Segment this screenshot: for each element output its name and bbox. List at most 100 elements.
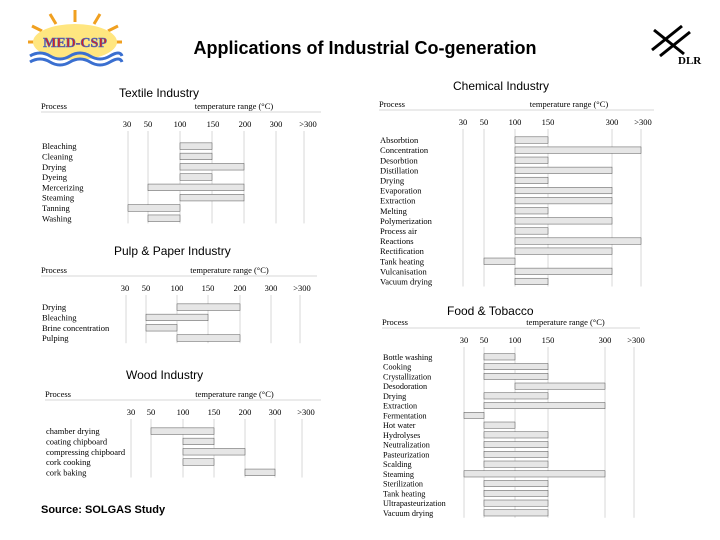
range-bar bbox=[483, 402, 606, 409]
tick-label: >300 bbox=[634, 117, 652, 127]
tick-label: >300 bbox=[627, 335, 645, 345]
process-label: Dyeing bbox=[42, 172, 68, 182]
tick-label: 50 bbox=[144, 119, 153, 129]
range-bar bbox=[483, 441, 549, 448]
process-label: Steaming bbox=[42, 193, 75, 203]
process-label: Melting bbox=[380, 206, 408, 216]
tick-label: 300 bbox=[599, 335, 612, 345]
tick-label: 50 bbox=[142, 283, 151, 293]
process-label: Vacuum drying bbox=[383, 509, 433, 518]
tick-label: 150 bbox=[542, 117, 555, 127]
process-label: Concentration bbox=[380, 145, 429, 155]
range-bar bbox=[514, 166, 613, 174]
tick-label: 100 bbox=[509, 117, 522, 127]
food-title: Food & Tobacco bbox=[447, 304, 534, 318]
med-csp-logo-text: MED-CSP bbox=[43, 36, 107, 51]
process-header: Process bbox=[379, 99, 405, 109]
source-note: Source: SOLGAS Study bbox=[41, 504, 166, 516]
range-bar bbox=[179, 152, 213, 160]
range-header: temperature range (°C) bbox=[195, 389, 274, 399]
process-label: Tank heating bbox=[383, 489, 425, 498]
tick-label: 150 bbox=[207, 119, 220, 129]
tick-label: 30 bbox=[121, 283, 130, 293]
range-bar bbox=[463, 412, 485, 419]
process-label: Scalding bbox=[383, 460, 412, 469]
process-label: Hot water bbox=[383, 421, 416, 430]
process-label: Bleaching bbox=[42, 312, 77, 322]
page-title: Applications of Industrial Co-generation bbox=[193, 38, 537, 58]
process-header: Process bbox=[45, 389, 71, 399]
range-bar bbox=[147, 183, 245, 191]
range-bar bbox=[176, 303, 241, 311]
process-label: Absorbtion bbox=[380, 135, 419, 145]
range-bar bbox=[514, 267, 613, 275]
range-bar bbox=[483, 421, 516, 429]
process-label: cork cooking bbox=[46, 457, 91, 467]
range-bar bbox=[483, 499, 549, 507]
textile-title: Textile Industry bbox=[119, 86, 200, 100]
tick-label: 50 bbox=[147, 407, 156, 417]
tick-label: 30 bbox=[459, 117, 468, 127]
process-label: Evaporation bbox=[380, 186, 422, 196]
process-label: Rectification bbox=[380, 246, 425, 256]
range-bar bbox=[483, 363, 549, 370]
process-label: Distillation bbox=[380, 165, 419, 175]
process-header: Process bbox=[41, 101, 67, 111]
med-csp-logo: MED-CSP bbox=[28, 10, 124, 67]
dlr-emblem-icon bbox=[651, 24, 691, 58]
range-bar bbox=[179, 173, 213, 181]
tick-label: 200 bbox=[239, 407, 252, 417]
process-label: Sterilization bbox=[383, 480, 423, 489]
tick-label: 150 bbox=[208, 407, 221, 417]
range-bar bbox=[514, 197, 613, 205]
range-bar bbox=[127, 204, 181, 212]
range-bar bbox=[182, 448, 246, 456]
process-header: Process bbox=[382, 317, 408, 327]
process-label: Fermentation bbox=[383, 411, 427, 420]
range-bar bbox=[244, 468, 276, 476]
range-bar bbox=[514, 207, 549, 215]
range-bar bbox=[145, 324, 178, 332]
tick-label: >300 bbox=[299, 119, 317, 129]
range-bar bbox=[514, 247, 613, 255]
process-label: Ultrapasteurization bbox=[383, 499, 446, 508]
wood-title: Wood Industry bbox=[126, 368, 204, 382]
range-bar bbox=[483, 257, 516, 265]
process-label: Reactions bbox=[380, 236, 414, 246]
tick-label: 100 bbox=[509, 335, 522, 345]
range-bar bbox=[483, 490, 549, 497]
range-bar bbox=[463, 470, 606, 478]
range-bar bbox=[483, 431, 549, 439]
process-label: Pulping bbox=[42, 333, 69, 343]
tick-label: 30 bbox=[127, 407, 136, 417]
process-label: Polymerization bbox=[380, 216, 433, 226]
range-bar bbox=[483, 392, 549, 400]
tick-label: 100 bbox=[177, 407, 190, 417]
range-header: temperature range (°C) bbox=[530, 99, 609, 109]
range-bar bbox=[514, 136, 549, 144]
range-bar bbox=[514, 156, 549, 164]
tick-label: 30 bbox=[460, 335, 469, 345]
process-label: Neutralization bbox=[383, 441, 430, 450]
dlr-logo-text: DLR bbox=[678, 55, 702, 66]
tick-label: 300 bbox=[270, 119, 283, 129]
range-bar bbox=[483, 373, 549, 380]
process-label: compressing chipboard bbox=[46, 447, 126, 457]
process-label: Brine concentration bbox=[42, 323, 110, 333]
range-bar bbox=[483, 451, 549, 458]
range-bar bbox=[483, 480, 549, 487]
tick-label: 100 bbox=[171, 283, 184, 293]
range-bar bbox=[483, 509, 549, 517]
tick-label: 200 bbox=[239, 119, 252, 129]
range-bar bbox=[514, 237, 642, 245]
tick-label: >300 bbox=[297, 407, 315, 417]
range-bar bbox=[514, 146, 642, 154]
process-label: Desodoration bbox=[383, 382, 427, 391]
range-bar bbox=[179, 142, 213, 150]
range-bar bbox=[514, 227, 549, 235]
process-label: Drying bbox=[383, 392, 406, 401]
process-label: Vacuum drying bbox=[380, 276, 433, 286]
